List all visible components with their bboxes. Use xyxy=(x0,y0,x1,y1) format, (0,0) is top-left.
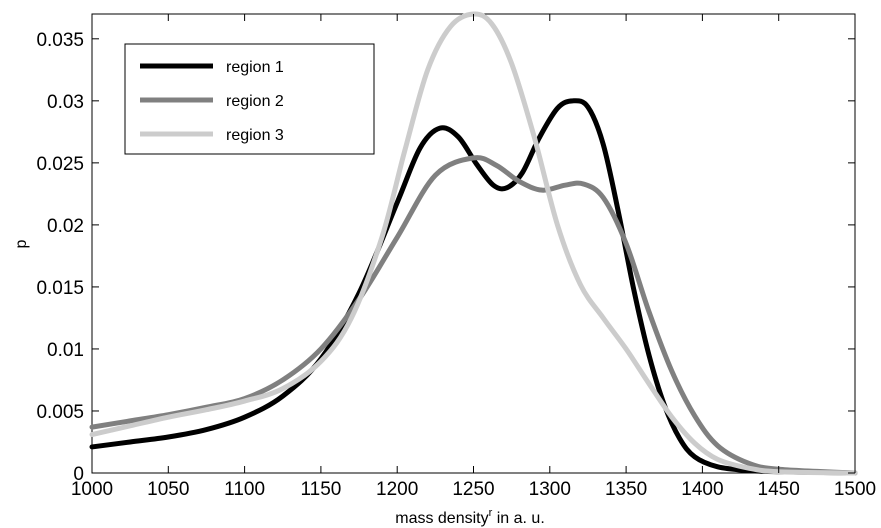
x-tick-label: 1350 xyxy=(605,479,647,500)
series-line-region-3 xyxy=(89,11,858,476)
y-tick-label: 0.005 xyxy=(36,402,84,423)
x-tick-label: 1150 xyxy=(300,479,341,500)
x-axis-title-main: mass density xyxy=(395,510,488,527)
x-tick-label: 1500 xyxy=(834,479,876,500)
x-tick-label: 1250 xyxy=(452,479,494,500)
x-axis-title-suffix: in a. u. xyxy=(492,510,544,527)
legend-label-region-2: region 2 xyxy=(226,93,284,110)
x-tick-label: 1450 xyxy=(758,479,800,500)
y-tick-label: 0 xyxy=(73,464,84,485)
legend: region 1 region 2 region 3 xyxy=(124,43,375,155)
legend-label-region-1: region 1 xyxy=(226,59,284,76)
ticks-layer: 1000 1050 1100 1150 1200 1250 1300 1350 1400 1450… xyxy=(36,14,876,500)
series-layer xyxy=(89,11,858,476)
y-tick-label: 0.01 xyxy=(47,340,84,361)
x-axis-title: mass densityr in a. u. xyxy=(395,507,545,527)
x-axis-title-sup: r xyxy=(489,507,493,519)
x-tick-label: 1050 xyxy=(147,479,189,500)
x-tick-label: 1100 xyxy=(224,479,265,500)
x-tick-label: 1000 xyxy=(71,479,113,500)
y-axis-title: p xyxy=(13,239,30,248)
y-tick-label: 0.03 xyxy=(47,92,84,113)
legend-label-region-3: region 3 xyxy=(226,127,284,144)
x-tick-label: 1400 xyxy=(681,479,723,500)
series-line-region-1 xyxy=(89,98,858,476)
y-tick-label: 0.015 xyxy=(36,278,84,299)
y-tick-label: 0.025 xyxy=(36,154,84,175)
x-tick-label: 1200 xyxy=(376,479,418,500)
x-tick-label: 1300 xyxy=(529,479,571,500)
y-tick-label: 0.035 xyxy=(36,30,84,51)
y-tick-label: 0.02 xyxy=(47,216,84,237)
